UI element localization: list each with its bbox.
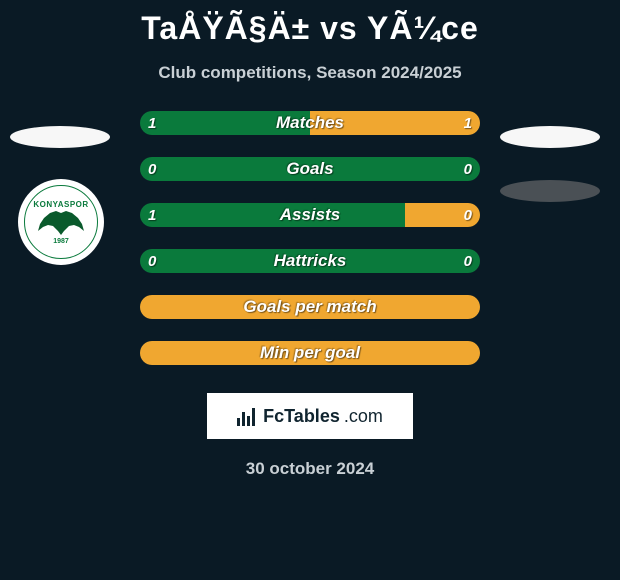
stat-row: Assists1 0 (140, 203, 480, 227)
footer-text-light: .com (344, 406, 383, 427)
bars-icon (237, 406, 255, 426)
stat-row: Hattricks0 0 (140, 249, 480, 273)
date-label: 30 october 2024 (0, 459, 620, 479)
stats-list: Matches11Goals00Assists10Hattricks00Goal… (140, 111, 480, 365)
team-badge-year: 1987 (53, 238, 69, 245)
stat-row: Min per goal (140, 341, 480, 365)
stat-value-left: 0 (148, 157, 176, 181)
stat-label: Matches (140, 111, 480, 135)
stat-value-left: 1 (148, 203, 176, 227)
page-title: TaÅŸÃ§Ä± vs YÃ¼ce (0, 10, 620, 47)
stat-value-left: 0 (148, 249, 176, 273)
right-player-ellipse-1 (500, 126, 600, 148)
subtitle: Club competitions, Season 2024/2025 (0, 63, 620, 83)
eagle-icon (36, 209, 86, 237)
stat-row: Matches1 1 (140, 111, 480, 135)
left-player-ellipse (10, 126, 110, 148)
stat-label: Hattricks (140, 249, 480, 273)
right-player-ellipse-2 (500, 180, 600, 202)
team-badge: KONYASPOR 1987 (18, 179, 104, 265)
stat-value-right: 0 (444, 249, 472, 273)
stat-label: Assists (140, 203, 480, 227)
stat-label: Min per goal (140, 341, 480, 365)
root: TaÅŸÃ§Ä± vs YÃ¼ce Club competitions, Sea… (0, 0, 620, 580)
stat-value-left: 1 (148, 111, 176, 135)
stat-value-right: 0 (444, 203, 472, 227)
team-badge-ring: KONYASPOR 1987 (24, 185, 98, 259)
stat-value-right: 0 (444, 157, 472, 181)
stat-row: Goals0 0 (140, 157, 480, 181)
footer-logo[interactable]: FcTables.com (207, 393, 413, 439)
stat-label: Goals (140, 157, 480, 181)
stat-label: Goals per match (140, 295, 480, 319)
team-badge-text: KONYASPOR (33, 200, 88, 209)
stat-row: Goals per match (140, 295, 480, 319)
stat-value-right: 1 (444, 111, 472, 135)
footer-text-bold: FcTables (263, 406, 340, 427)
